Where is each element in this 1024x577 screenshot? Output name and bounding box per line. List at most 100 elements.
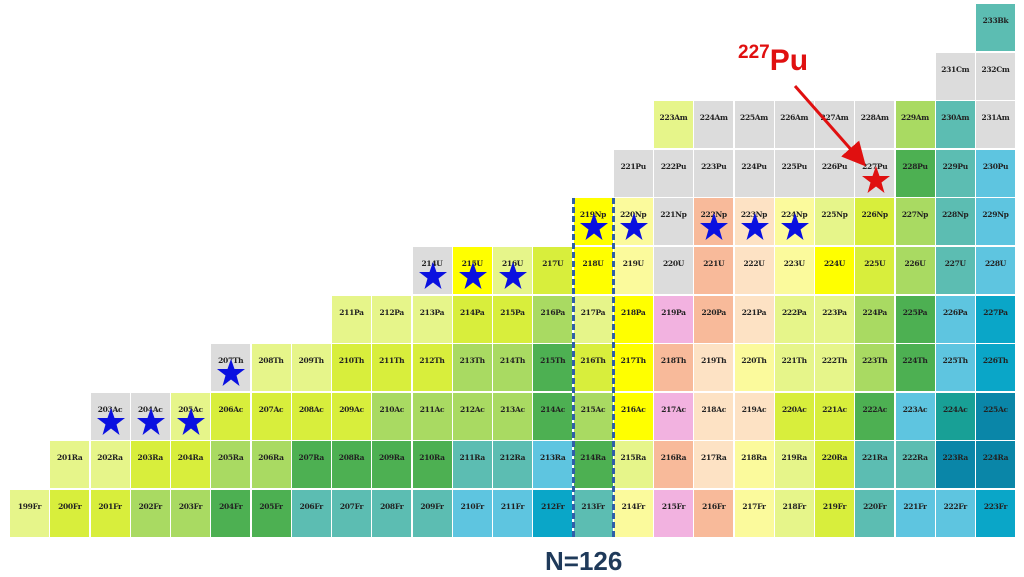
nuclide-label: 206Ra [258,453,284,463]
nuclide-label: 232Cm [981,64,1010,74]
nuclide-label: 222Pa [782,307,807,317]
nuclide-cell-222Np: 222Np [694,198,734,246]
nuclide-cell-214Th: 214Th [493,344,532,392]
nuclide-label: 207Ac [258,404,284,414]
nuclide-label: 220Pa [701,307,727,317]
nuclide-cell-200Fr: 200Fr [50,490,90,537]
nuclide-label: 216Pa [540,307,566,317]
nuclide-cell-222Th: 222Th [815,344,854,392]
nuclide-label: 206Ac [218,404,244,414]
nuclide-cell-223Np: 223Np [734,198,774,246]
nuclide-cell-205Fr: 205Fr [251,490,291,537]
nuclide-cell-225Pa: 225Pa [895,295,935,343]
nuclide-label: 225Th [942,356,969,366]
nuclide-label: 218U [582,259,604,268]
nuclide-label: 226Pa [943,307,968,317]
nuclide-cell-221Pa: 221Pa [734,295,774,343]
nuclide-cell-208Ac: 208Ac [291,392,331,440]
nuclide-cell-223Pu: 223Pu [694,149,734,197]
nuclide-cell-225Am: 225Am [734,101,774,149]
nuclide-cell-220U: 220U [654,247,693,294]
nuclide-cell-207Th: 207Th [211,344,251,392]
nuclide-label: 209Ra [379,453,405,463]
nuclide-label: 225Np [821,210,848,220]
nuclide-cell-218Fr: 218Fr [774,490,814,537]
nuclide-cell-216Th: 216Th [573,344,613,392]
nuclide-label: 225Ac [983,404,1008,414]
nuclide-label: 219Pa [661,307,686,317]
nuclide-cell-219Th: 219Th [694,344,734,392]
nuclide-label: 223U [783,259,805,268]
nuclide-label: 201Fr [98,502,122,511]
nuclide-cell-221Pu: 221Pu [613,149,653,197]
nuclide-cell-223U: 223U [774,247,814,294]
nuclide-cell-202Ra: 202Ra [90,441,130,489]
nuclide-cell-216Fr: 216Fr [694,490,734,537]
nuclide-label: 222Pu [660,161,687,171]
shell-closure-line-left [571,198,575,537]
nuclide-label: 227U [944,259,966,268]
nuclide-cell-222Fr: 222Fr [935,490,975,537]
nuclide-label: 222Ra [902,453,928,463]
nuclide-label: 220Fr [863,502,887,511]
nuclide-label: 225U [864,259,886,268]
nuclide-cell-220Th: 220Th [734,344,774,392]
nuclide-cell-227U: 227U [935,247,975,294]
nuclide-cell-219Fr: 219Fr [815,490,854,537]
nuclide-label: 221Pa [741,307,767,317]
nuclide-label: 224Am [699,113,728,123]
nuclide-cell-213Fr: 213Fr [573,490,613,537]
nuclide-cell-206Fr: 206Fr [291,490,331,537]
nuclide-cell-228Am: 228Am [855,101,895,149]
nuclide-label: 214Pa [460,307,485,317]
nuclide-cell-221Ra: 221Ra [855,441,895,489]
nuclide-cell-216Ra: 216Ra [654,441,693,489]
nuclide-label: 226Am [780,113,809,123]
nuclide-cell-213Pa: 213Pa [412,295,452,343]
nuclide-label: 199Fr [17,502,42,511]
blue-star-icon [136,407,165,435]
nuclide-cell-211Ac: 211Ac [412,392,452,440]
nuclide-cell-215Pa: 215Pa [493,295,532,343]
nuclide-label: 223Th [862,356,888,366]
nuclide-cell-217U: 217U [533,247,573,294]
nuclide-label: 226Pu [821,161,848,171]
nuclide-cell-224Pu: 224Pu [734,149,774,197]
nuclide-label: 219Fr [822,502,847,511]
nuclide-label: 214Fr [621,502,646,511]
nuclide-label: 221Pu [620,161,647,171]
nuclide-label: 227Am [820,113,849,123]
nuclide-label: 214Th [499,356,526,366]
nuclide-cell-229Np: 229Np [976,198,1015,246]
nuclide-cell-219Ra: 219Ra [774,441,814,489]
nuclide-cell-224Ra: 224Ra [976,441,1015,489]
nuclide-cell-201Fr: 201Fr [90,490,130,537]
nuclide-cell-230Pu: 230Pu [976,149,1015,197]
nuclide-label: 220U [663,259,684,268]
nuclide-cell-204Ac: 204Ac [130,392,170,440]
nuclide-cell-211Pa: 211Pa [332,295,371,343]
nuclide-label: 227Pu [862,161,888,171]
nuclide-label: 215Ac [580,404,606,414]
nuclide-label: 225Pu [781,161,808,171]
nuclide-cell-225Ac: 225Ac [976,392,1015,440]
nuclide-label: 216Fr [702,502,726,511]
nuclide-label: 225Am [740,113,768,123]
nuclide-label: 218Th [660,356,687,366]
nuclide-cell-227Pa: 227Pa [976,295,1015,343]
nuclide-cell-225Th: 225Th [935,344,975,392]
nuclide-cell-207Fr: 207Fr [332,490,371,537]
nuclide-label: 221U [703,259,725,268]
nuclide-cell-216Ac: 216Ac [613,392,653,440]
annotation-mass: 227 [738,42,770,63]
nuclide-cell-214U: 214U [412,247,452,294]
nuclide-label: 220Ac [781,404,807,414]
nuclide-cell-212Ra: 212Ra [493,441,532,489]
nuclide-label: 206Fr [299,502,324,511]
nuclide-label: 222Fr [943,502,968,511]
shell-closure-line-right [611,198,615,537]
red-star-icon [862,165,891,193]
nuclide-label: 213Fr [581,502,605,511]
nuclide-label: 216Th [580,356,606,366]
